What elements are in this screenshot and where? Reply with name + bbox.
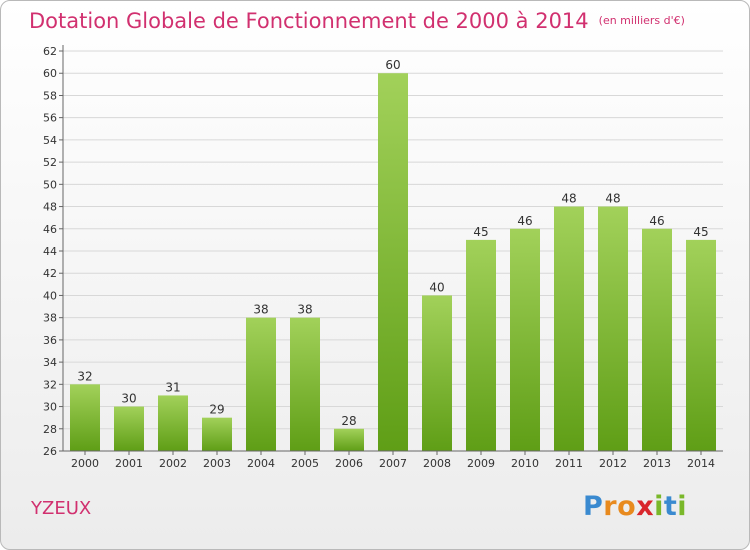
bar [510, 228, 540, 451]
bar [202, 417, 232, 451]
data-label: 46 [517, 214, 532, 228]
y-tick-label: 34 [43, 356, 57, 369]
logo-letter: P [583, 491, 604, 522]
bar [334, 428, 364, 451]
x-tick-label: 2012 [599, 457, 627, 470]
bar [554, 206, 584, 451]
data-label: 38 [253, 303, 268, 317]
data-label: 30 [121, 392, 136, 406]
x-tick-label: 2008 [423, 457, 451, 470]
x-tick-label: 2005 [291, 457, 319, 470]
bar [114, 406, 144, 451]
y-tick-label: 46 [43, 223, 57, 236]
bar [686, 239, 716, 451]
data-label: 45 [693, 225, 708, 239]
logo-letter: x [636, 491, 655, 522]
data-label: 38 [297, 303, 312, 317]
y-tick-label: 56 [43, 112, 57, 125]
data-label: 46 [649, 214, 664, 228]
y-tick-label: 54 [43, 134, 57, 147]
y-tick-label: 38 [43, 312, 57, 325]
bar [642, 228, 672, 451]
logo-letter: t [663, 491, 678, 522]
x-tick-label: 2013 [643, 457, 671, 470]
x-tick-label: 2007 [379, 457, 407, 470]
y-tick-label: 44 [43, 245, 57, 258]
x-tick-label: 2001 [115, 457, 143, 470]
y-tick-label: 50 [43, 178, 57, 191]
y-tick-label: 40 [43, 289, 57, 302]
y-tick-label: 58 [43, 89, 57, 102]
data-label: 60 [385, 58, 400, 72]
bar [422, 295, 452, 451]
bars: 32 30 31 29 38 38 28 60 40 45 46 48 48 46 45 [70, 58, 716, 451]
y-tick-label: 62 [43, 45, 57, 58]
logo-letter: r [603, 491, 618, 522]
commune-name: YZEUX [31, 498, 92, 519]
bar [598, 206, 628, 451]
x-tick-label: 2010 [511, 457, 539, 470]
x-tick-label: 2004 [247, 457, 275, 470]
x-tick-label: 2000 [71, 457, 99, 470]
y-tick-label: 30 [43, 401, 57, 414]
x-tick-label: 2003 [203, 457, 231, 470]
logo-letter: i [677, 491, 688, 522]
data-label: 28 [341, 414, 356, 428]
proxiti-logo[interactable]: Proxiti [583, 491, 687, 522]
logo-letter: i [654, 491, 664, 522]
x-tick-label: 2002 [159, 457, 187, 470]
x-tick-label: 2006 [335, 457, 363, 470]
bar [290, 317, 320, 451]
data-label: 32 [77, 369, 92, 383]
chart-subtitle: (en milliers d'€) [598, 14, 685, 27]
chart-title-text: Dotation Globale de Fonctionnement de 20… [29, 9, 589, 33]
data-label: 45 [473, 225, 488, 239]
y-tick-label: 52 [43, 156, 57, 169]
y-tick-label: 26 [43, 445, 57, 458]
data-label: 48 [561, 192, 576, 206]
bar [466, 239, 496, 451]
y-tick-label: 60 [43, 67, 57, 80]
data-label: 31 [165, 380, 180, 394]
logo-letter: o [617, 491, 637, 522]
data-label: 48 [605, 192, 620, 206]
x-tick-label: 2014 [687, 457, 715, 470]
y-tick-label: 28 [43, 423, 57, 436]
axes: 26 28 30 32 34 36 38 40 42 44 46 48 50 52 54 56 58 60 62 20… [43, 45, 723, 470]
bar [70, 384, 100, 451]
x-tick-label: 2009 [467, 457, 495, 470]
bar [378, 73, 408, 451]
bar [158, 395, 188, 451]
y-tick-label: 36 [43, 334, 57, 347]
data-label: 40 [429, 280, 444, 294]
chart-title: Dotation Globale de Fonctionnement de 20… [29, 9, 685, 33]
y-tick-label: 32 [43, 378, 57, 391]
y-tick-label: 42 [43, 267, 57, 280]
y-tick-label: 48 [43, 201, 57, 214]
bar [246, 317, 276, 451]
x-tick-label: 2011 [555, 457, 583, 470]
data-label: 29 [209, 403, 224, 417]
